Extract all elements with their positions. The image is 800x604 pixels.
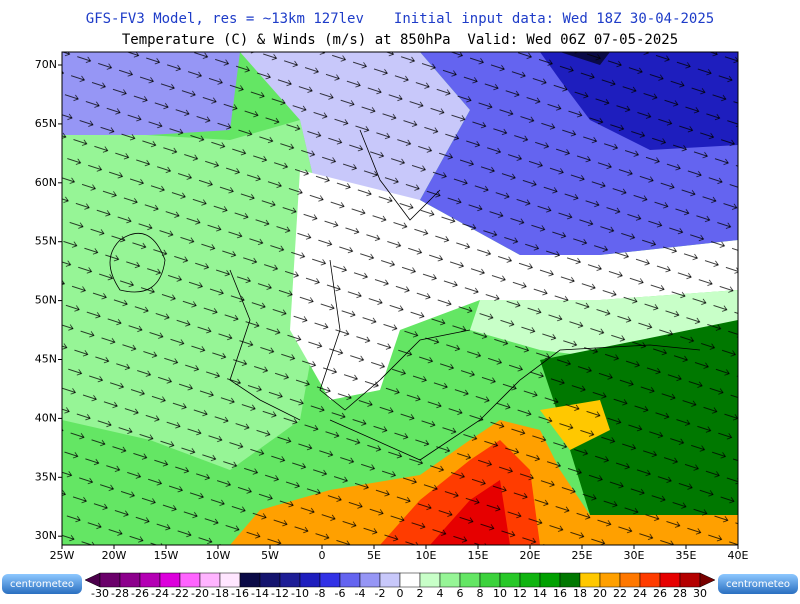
colorbar-label: 16: [553, 587, 567, 600]
lat-label: 35N: [35, 470, 57, 483]
colorbar-label: -14: [251, 587, 269, 600]
lon-label: 15E: [468, 549, 489, 562]
colorbar-label: -8: [315, 587, 326, 600]
colorbar-label: 4: [437, 587, 444, 600]
colorbar-label: 8: [477, 587, 484, 600]
colorbar-label: -12: [271, 587, 289, 600]
lon-label: 40E: [728, 549, 749, 562]
colorbar-box: [299, 572, 321, 588]
lat-label: 65N: [35, 117, 57, 130]
logo-right: [718, 574, 798, 594]
colorbar-box: [419, 572, 441, 588]
colorbar-label: -30: [91, 587, 109, 600]
lon-label: 20W: [102, 549, 127, 562]
colorbar-label: 6: [457, 587, 464, 600]
lat-label: 70N: [35, 58, 57, 71]
lon-label: 10W: [206, 549, 231, 562]
lon-label: 30E: [624, 549, 645, 562]
lon-label: 10E: [416, 549, 437, 562]
colorbar-label: -20: [191, 587, 209, 600]
lat-label: 60N: [35, 176, 57, 189]
init-title: Initial input data: Wed 18Z 30-04-2025: [394, 11, 714, 27]
lon-label: 35E: [676, 549, 697, 562]
subtitle: Temperature (C) & Winds (m/s) at 850hPa …: [122, 32, 678, 48]
colorbar-box: [639, 572, 661, 588]
colorbar-box: [439, 572, 461, 588]
colorbar-box: [379, 572, 401, 588]
title-line: GFS-FV3 Model, res = ~13km 127lev Initial…: [86, 11, 714, 27]
lat-label: 30N: [35, 529, 57, 542]
colorbar-label: 18: [573, 587, 587, 600]
colorbar-box: [659, 572, 681, 588]
colorbar-box: [539, 572, 561, 588]
colorbar-label: 30: [693, 587, 707, 600]
logo-left: [2, 574, 82, 594]
colorbar-label: 28: [673, 587, 687, 600]
colorbar-label: -28: [111, 587, 129, 600]
colorbar-label: 10: [493, 587, 507, 600]
colorbar-end: [84, 572, 101, 588]
colorbar-box: [99, 572, 121, 588]
colorbar-label: 2: [417, 587, 424, 600]
colorbar-label: 22: [613, 587, 627, 600]
colorbar-box: [459, 572, 481, 588]
logo-text: centrometeo: [726, 579, 790, 590]
temperature-field: [62, 52, 738, 545]
colorbar-box: [679, 572, 701, 588]
lon-label: 15W: [154, 549, 179, 562]
lat-label: 55N: [35, 235, 57, 248]
colorbar-box: [239, 572, 261, 588]
colorbar-label: -16: [231, 587, 249, 600]
colorbar-label: -26: [131, 587, 149, 600]
colorbar-label: -18: [211, 587, 229, 600]
colorbar-label: -10: [291, 587, 309, 600]
model-title: GFS-FV3 Model, res = ~13km 127lev: [86, 11, 364, 27]
colorbar-box: [619, 572, 641, 588]
colorbar-box: [519, 572, 541, 588]
colorbar-label: 24: [633, 587, 647, 600]
colorbar-label: 20: [593, 587, 607, 600]
colorbar-box: [399, 572, 421, 588]
colorbar-box: [139, 572, 161, 588]
colorbar-label: 14: [533, 587, 547, 600]
lon-label: 25E: [572, 549, 593, 562]
logo-text: centrometeo: [10, 579, 74, 590]
colorbar-box: [179, 572, 201, 588]
colorbar-box: [259, 572, 281, 588]
colorbar-box: [599, 572, 621, 588]
colorbar-box: [359, 572, 381, 588]
lon-label: 5W: [261, 549, 279, 562]
colorbar-box: [199, 572, 221, 588]
lon-label: 25W: [50, 549, 75, 562]
lat-label: 50N: [35, 294, 57, 307]
colorbar-box: [279, 572, 301, 588]
colorbar-label: -4: [355, 587, 366, 600]
colorbar-box: [479, 572, 501, 588]
colorbar-label: 26: [653, 587, 667, 600]
lat-label: 40N: [35, 411, 57, 424]
colorbar-box: [559, 572, 581, 588]
colorbar-box: [119, 572, 141, 588]
colorbar-box: [319, 572, 341, 588]
colorbar-box: [159, 572, 181, 588]
map-frame: [61, 51, 739, 546]
colorbar-label: -22: [171, 587, 189, 600]
colorbar-end: [699, 572, 716, 588]
lat-label: 45N: [35, 353, 57, 366]
lon-label: 5E: [367, 549, 381, 562]
colorbar-box: [579, 572, 601, 588]
colorbar-label: 0: [397, 587, 404, 600]
colorbar-box: [339, 572, 361, 588]
colorbar-label: -6: [335, 587, 346, 600]
lon-label: 0: [319, 549, 326, 562]
colorbar-box: [499, 572, 521, 588]
colorbar-box: [219, 572, 241, 588]
lon-label: 20E: [520, 549, 541, 562]
colorbar-label: 12: [513, 587, 527, 600]
colorbar-label: -24: [151, 587, 169, 600]
colorbar-label: -2: [375, 587, 386, 600]
